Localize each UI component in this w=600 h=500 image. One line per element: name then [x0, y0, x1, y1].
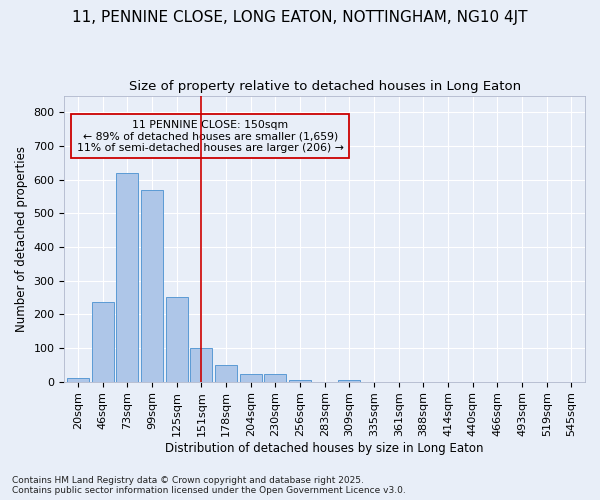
X-axis label: Distribution of detached houses by size in Long Eaton: Distribution of detached houses by size … [166, 442, 484, 455]
Bar [190, 348, 212, 382]
Bar [166, 297, 188, 382]
Text: Contains HM Land Registry data © Crown copyright and database right 2025.
Contai: Contains HM Land Registry data © Crown c… [12, 476, 406, 495]
Bar [116, 172, 139, 382]
Bar [264, 374, 286, 382]
Bar [141, 190, 163, 382]
Bar [239, 374, 262, 382]
Bar [215, 365, 237, 382]
Y-axis label: Number of detached properties: Number of detached properties [15, 146, 28, 332]
Bar [92, 302, 114, 382]
Bar [67, 378, 89, 382]
Bar [338, 380, 361, 382]
Title: Size of property relative to detached houses in Long Eaton: Size of property relative to detached ho… [128, 80, 521, 93]
Bar [289, 380, 311, 382]
Text: 11, PENNINE CLOSE, LONG EATON, NOTTINGHAM, NG10 4JT: 11, PENNINE CLOSE, LONG EATON, NOTTINGHA… [72, 10, 528, 25]
Text: 11 PENNINE CLOSE: 150sqm
← 89% of detached houses are smaller (1,659)
11% of sem: 11 PENNINE CLOSE: 150sqm ← 89% of detach… [77, 120, 344, 153]
